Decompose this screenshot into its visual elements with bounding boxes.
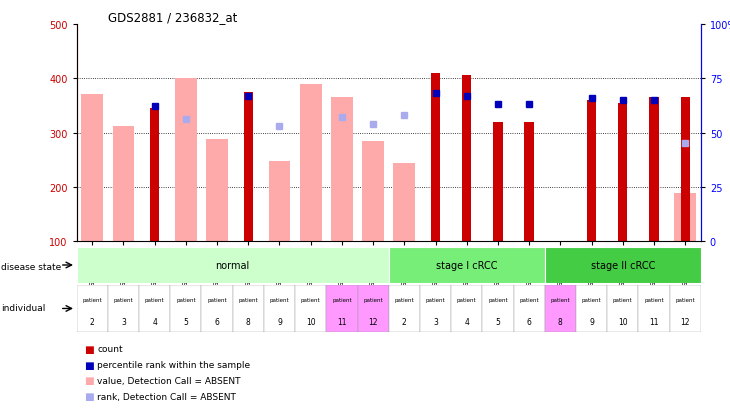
Bar	[206, 140, 228, 242]
Text: patient: patient	[207, 298, 227, 303]
Bar	[139, 285, 170, 332]
Bar	[150, 109, 159, 242]
Bar	[264, 285, 295, 332]
Text: percentile rank within the sample: percentile rank within the sample	[97, 360, 250, 369]
Text: individual: individual	[1, 303, 46, 312]
Bar	[326, 285, 358, 332]
Text: normal: normal	[215, 260, 250, 271]
Text: patient: patient	[176, 298, 196, 303]
Text: disease state: disease state	[1, 262, 62, 271]
Bar	[244, 93, 253, 242]
Text: 2: 2	[402, 318, 407, 327]
Bar	[420, 285, 451, 332]
Bar	[362, 141, 384, 242]
Bar	[331, 98, 353, 242]
Text: ■: ■	[84, 344, 93, 354]
Text: value, Detection Call = ABSENT: value, Detection Call = ABSENT	[97, 376, 241, 385]
Bar	[576, 285, 607, 332]
Text: patient: patient	[426, 298, 445, 303]
Text: patient: patient	[332, 298, 352, 303]
Bar	[112, 127, 134, 242]
Bar	[545, 248, 701, 283]
Bar	[513, 285, 545, 332]
Bar	[389, 248, 545, 283]
Text: 6: 6	[527, 318, 531, 327]
Text: ■: ■	[84, 391, 93, 401]
Text: 2: 2	[90, 318, 95, 327]
Text: 8: 8	[246, 318, 250, 327]
Bar	[607, 285, 638, 332]
Text: 10: 10	[306, 318, 315, 327]
Bar	[170, 285, 201, 332]
Text: 6: 6	[215, 318, 220, 327]
Text: patient: patient	[644, 298, 664, 303]
Text: 5: 5	[496, 318, 500, 327]
Text: patient: patient	[145, 298, 164, 303]
Text: rank, Detection Call = ABSENT: rank, Detection Call = ABSENT	[97, 392, 236, 401]
Text: patient: patient	[519, 298, 539, 303]
Bar	[462, 76, 472, 242]
Bar	[269, 161, 291, 242]
Bar	[618, 103, 628, 242]
Text: patient: patient	[364, 298, 383, 303]
Text: 5: 5	[183, 318, 188, 327]
Bar	[649, 98, 658, 242]
Text: patient: patient	[582, 298, 602, 303]
Text: ■: ■	[84, 360, 93, 370]
Text: patient: patient	[394, 298, 414, 303]
Text: stage II cRCC: stage II cRCC	[591, 260, 655, 271]
Text: 11: 11	[649, 318, 658, 327]
Text: patient: patient	[675, 298, 695, 303]
Text: ■: ■	[84, 375, 93, 385]
Text: patient: patient	[114, 298, 134, 303]
Bar	[680, 98, 690, 242]
Bar	[587, 101, 596, 242]
Text: patient: patient	[269, 298, 289, 303]
Text: 4: 4	[464, 318, 469, 327]
Bar	[295, 285, 326, 332]
Bar	[524, 122, 534, 242]
Text: 12: 12	[369, 318, 378, 327]
Text: patient: patient	[82, 298, 102, 303]
Text: 12: 12	[680, 318, 690, 327]
Bar	[201, 285, 233, 332]
Bar	[545, 285, 576, 332]
Bar	[483, 285, 513, 332]
Text: stage I cRCC: stage I cRCC	[436, 260, 497, 271]
Text: patient: patient	[613, 298, 633, 303]
Bar	[675, 194, 696, 242]
Bar	[108, 285, 139, 332]
Bar	[389, 285, 420, 332]
Bar	[493, 122, 503, 242]
Text: 10: 10	[618, 318, 628, 327]
Bar	[451, 285, 483, 332]
Bar	[638, 285, 669, 332]
Text: count: count	[97, 344, 123, 354]
Text: 4: 4	[153, 318, 157, 327]
Bar	[358, 285, 389, 332]
Text: 3: 3	[433, 318, 438, 327]
Bar	[431, 74, 440, 242]
Text: 3: 3	[121, 318, 126, 327]
Bar	[300, 84, 322, 242]
Bar	[669, 285, 701, 332]
Text: patient: patient	[488, 298, 508, 303]
Bar	[233, 285, 264, 332]
Text: patient: patient	[301, 298, 320, 303]
Text: 11: 11	[337, 318, 347, 327]
Text: patient: patient	[457, 298, 477, 303]
Text: patient: patient	[239, 298, 258, 303]
Text: patient: patient	[550, 298, 570, 303]
Bar	[77, 285, 108, 332]
Text: 9: 9	[277, 318, 282, 327]
Bar	[393, 164, 415, 242]
Text: 8: 8	[558, 318, 563, 327]
Bar	[77, 248, 388, 283]
Text: GDS2881 / 236832_at: GDS2881 / 236832_at	[108, 11, 237, 24]
Bar	[81, 95, 103, 242]
Bar	[175, 79, 197, 242]
Text: 9: 9	[589, 318, 594, 327]
